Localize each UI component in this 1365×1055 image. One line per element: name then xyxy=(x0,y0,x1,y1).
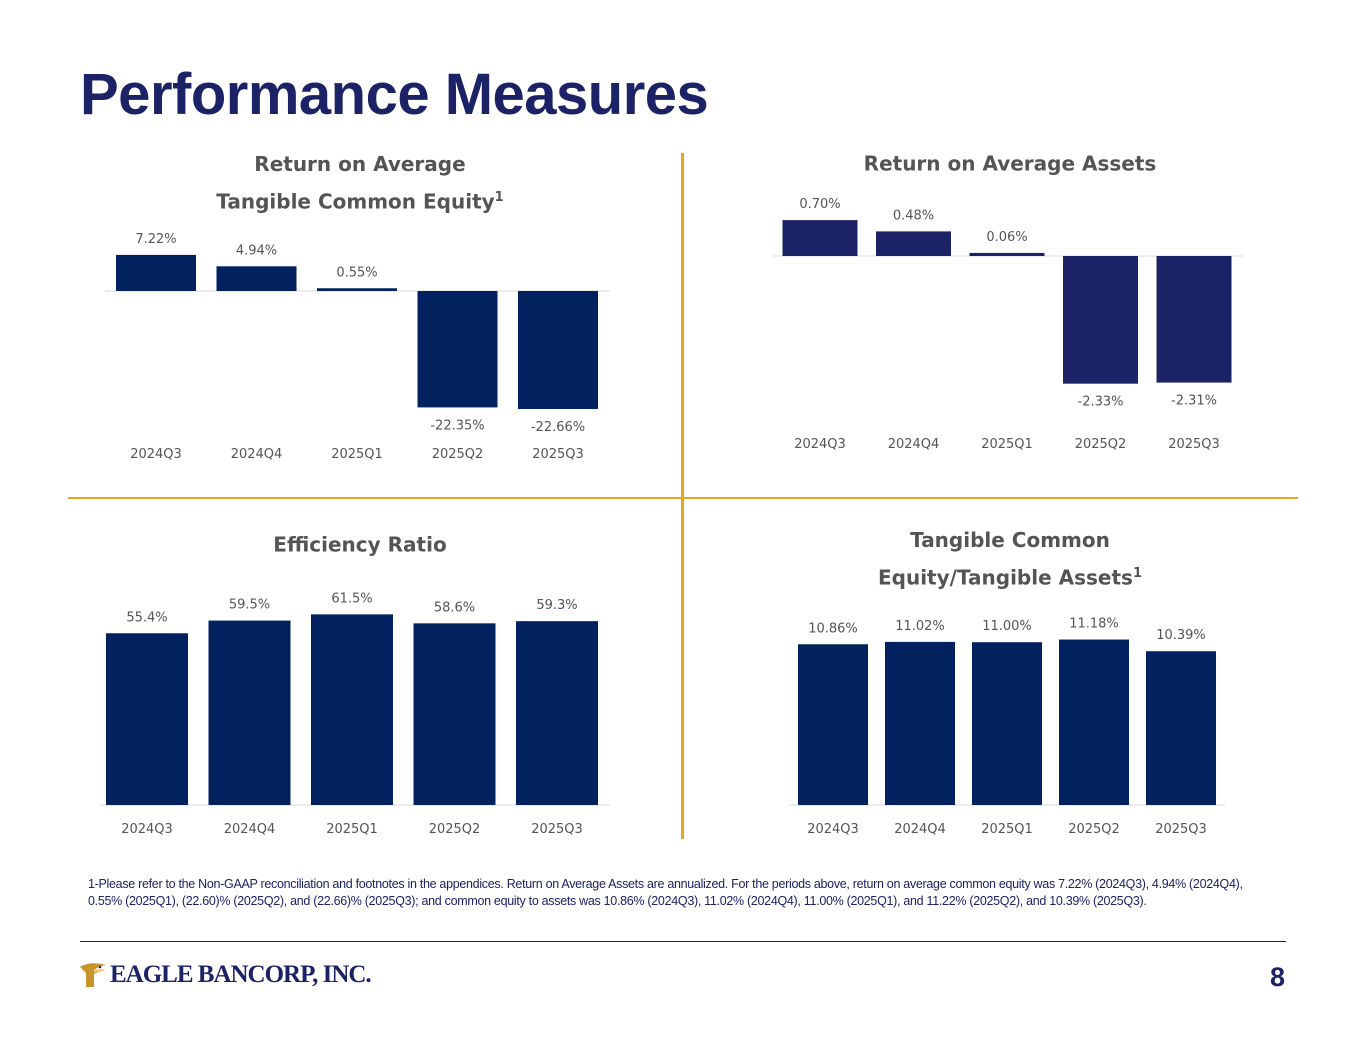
bar-2024q4 xyxy=(208,620,291,805)
bar-chart-efficiency: 55.4% 2024Q3 59.5% 2024Q4 61.5% 2025Q1 58.6% 20… xyxy=(100,591,610,837)
category-label: 2025Q2 xyxy=(1068,822,1120,837)
chart-title: Return on Average Assets xyxy=(863,151,1157,176)
data-label: 0.48% xyxy=(893,208,934,223)
footnote: 1-Please refer to the Non-GAAP reconcili… xyxy=(88,876,1258,910)
category-label: 2025Q3 xyxy=(1168,437,1220,452)
bar-2025q1 xyxy=(972,642,1042,805)
bar-2024q3 xyxy=(116,254,196,291)
page-title: Performance Measures xyxy=(80,62,709,127)
category-label: 2025Q2 xyxy=(429,822,481,837)
bar-chart-rotce: 7.22% 2024Q3 4.94% 2024Q4 0.55% 2025Q1 -22.35%… xyxy=(105,232,610,462)
data-label: 10.86% xyxy=(808,621,858,636)
data-label: 55.4% xyxy=(126,610,167,625)
category-label: 2024Q4 xyxy=(224,822,276,837)
bar-2025q1 xyxy=(969,252,1045,256)
logo-text: EAGLE BANCORP, INC. xyxy=(110,961,372,988)
data-label: 58.6% xyxy=(434,600,475,615)
bar-2025q3 xyxy=(1156,256,1232,383)
data-label: 59.3% xyxy=(536,598,577,613)
category-label: 2024Q4 xyxy=(894,822,946,837)
chart-panel-tce: Tangible Common Equity/Tangible Assets1 … xyxy=(725,524,1295,844)
bar-2024q3 xyxy=(798,644,868,805)
category-label: 2025Q1 xyxy=(981,437,1033,452)
data-label: -22.66% xyxy=(531,420,585,435)
bar-2024q4 xyxy=(876,231,951,256)
bar-2025q2 xyxy=(413,623,496,805)
category-label: 2024Q3 xyxy=(807,822,859,837)
data-label: 0.55% xyxy=(336,265,377,280)
footer-rule xyxy=(80,941,1286,942)
bar-2025q2 xyxy=(417,291,498,408)
data-label: -2.33% xyxy=(1078,395,1124,410)
data-label: 11.18% xyxy=(1069,617,1119,632)
horizontal-divider xyxy=(68,497,1298,499)
data-label: 10.39% xyxy=(1156,628,1206,643)
category-label: 2024Q3 xyxy=(794,437,846,452)
eagle-icon xyxy=(80,963,106,987)
category-label: 2024Q4 xyxy=(888,437,940,452)
category-label: 2025Q3 xyxy=(532,447,584,462)
data-label: 11.00% xyxy=(982,619,1032,634)
bar-2025q3 xyxy=(516,621,598,805)
data-label: 4.94% xyxy=(236,243,277,258)
category-label: 2024Q3 xyxy=(121,822,173,837)
chart-title: Efficiency Ratio xyxy=(273,532,447,557)
footnote-text: Please refer to the Non-GAAP reconciliat… xyxy=(88,877,1243,908)
category-label: 2025Q3 xyxy=(1155,822,1207,837)
footnote-marker: 1- xyxy=(88,877,99,891)
bar-2025q1 xyxy=(311,614,393,805)
category-label: 2025Q3 xyxy=(531,822,583,837)
data-label: 0.06% xyxy=(986,230,1027,245)
chart-panel-efficiency: Efficiency Ratio 55.4% 2024Q3 59.5% 2024Q4 6… xyxy=(70,524,650,844)
data-label: 11.02% xyxy=(895,619,945,634)
bar-2024q4 xyxy=(885,641,955,805)
category-label: 2025Q1 xyxy=(981,822,1033,837)
data-label: 0.70% xyxy=(799,197,840,212)
bar-2025q3 xyxy=(1146,651,1216,805)
bar-chart-tce: 10.86% 2024Q3 11.02% 2024Q4 11.00% 2025Q1 11.1… xyxy=(790,617,1225,837)
data-label: 59.5% xyxy=(229,598,270,613)
company-logo: EAGLE BANCORP, INC. xyxy=(78,961,372,989)
bar-2025q3 xyxy=(518,291,598,410)
category-label: 2025Q2 xyxy=(432,447,484,462)
category-label: 2025Q2 xyxy=(1075,437,1127,452)
data-label: 7.22% xyxy=(135,232,176,247)
chart-panel-rotce: Return on Average Tangible Common Equity… xyxy=(70,148,650,478)
category-label: 2025Q1 xyxy=(326,822,378,837)
bar-2025q2 xyxy=(1063,256,1138,384)
data-label: 61.5% xyxy=(331,591,372,606)
chart-panel-roaa: Return on Average Assets 0.70% 2024Q3 0.48… xyxy=(725,143,1295,473)
category-label: 2024Q4 xyxy=(231,447,283,462)
chart-title: Tangible Common Equity/Tangible Assets1 xyxy=(877,528,1142,590)
bar-2024q3 xyxy=(782,220,858,256)
bar-2025q1 xyxy=(317,288,397,291)
chart-title: Return on Average Tangible Common Equity… xyxy=(216,152,504,214)
bar-chart-roaa: 0.70% 2024Q3 0.48% 2024Q4 0.06% 2025Q1 -2.33% 2… xyxy=(773,197,1243,452)
bar-2025q2 xyxy=(1059,639,1129,805)
data-label: -2.31% xyxy=(1171,394,1217,409)
bar-2024q3 xyxy=(106,633,188,805)
data-label: -22.35% xyxy=(430,418,484,433)
bar-2024q4 xyxy=(216,266,297,291)
category-label: 2024Q3 xyxy=(130,447,182,462)
page-number: 8 xyxy=(1269,962,1285,992)
category-label: 2025Q1 xyxy=(331,447,383,462)
vertical-divider xyxy=(681,153,684,839)
